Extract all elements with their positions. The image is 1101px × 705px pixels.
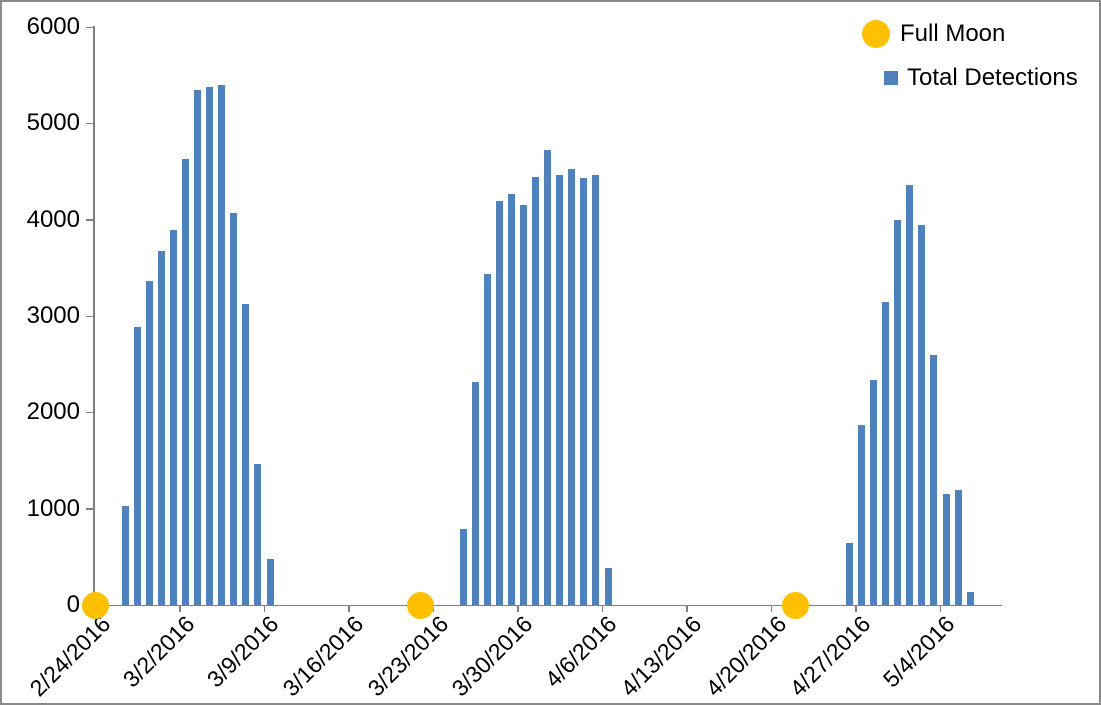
y-tick [86, 411, 93, 414]
detections-bar [242, 304, 250, 605]
x-tick-label: 3/30/2016 [446, 610, 538, 702]
legend-label-full-moon: Full Moon [900, 19, 1006, 47]
detections-bar [483, 273, 491, 605]
detections-bar [471, 381, 479, 605]
x-tick-label: 3/16/2016 [277, 610, 369, 702]
detections-bar [568, 168, 576, 605]
x-tick-label: 2/24/2016 [24, 610, 115, 702]
detections-bar [858, 424, 865, 605]
x-tick-label: 4/27/2016 [784, 610, 876, 702]
x-tick [939, 605, 941, 612]
total-detections-icon [884, 71, 898, 85]
x-tick [855, 605, 857, 612]
detections-bar [145, 281, 153, 605]
x-tick-label: 4/13/2016 [615, 610, 707, 702]
x-tick [348, 605, 350, 612]
legend-item-full-moon: Full Moon [862, 14, 1078, 54]
y-tick [86, 219, 93, 221]
detections-bar [894, 219, 902, 605]
y-tick-label: 2000 [26, 398, 80, 426]
detections-bar [556, 175, 564, 605]
detections-bar [966, 592, 974, 605]
detections-bar [507, 193, 515, 605]
y-tick [86, 315, 93, 317]
detections-bar [121, 505, 129, 605]
detections-bar [882, 301, 890, 605]
full-moon-marker [407, 591, 435, 619]
detections-bar [459, 528, 467, 605]
x-tick-label: 3/23/2016 [362, 610, 453, 702]
y-tick [86, 508, 93, 510]
detections-bar [230, 212, 238, 605]
detections-bar [254, 464, 262, 605]
x-tick-label: 3/9/2016 [202, 610, 284, 693]
x-tick-label: 4/6/2016 [540, 610, 622, 693]
y-tick-label: 1000 [26, 494, 80, 522]
y-tick-label: 3000 [26, 302, 80, 329]
legend-label-total-detections: Total Detections [907, 63, 1078, 91]
detections-bar [592, 175, 600, 605]
full-moon-marker [781, 591, 809, 619]
detections-bar [157, 251, 165, 605]
x-tick-label: 5/4/2016 [878, 610, 960, 693]
y-tick-label: 4000 [26, 205, 80, 233]
detections-bar [544, 150, 552, 605]
detections-bar [520, 205, 527, 605]
x-tick [770, 605, 772, 612]
y-axis-line [93, 26, 95, 605]
y-tick-label: 0 [66, 591, 80, 618]
x-tick [686, 605, 688, 612]
detections-bar [930, 354, 938, 605]
detections-bar [218, 84, 226, 605]
detections-bar [182, 158, 189, 605]
y-tick-label: 6000 [26, 13, 80, 40]
x-axis-line [92, 604, 1002, 606]
detections-bar [918, 225, 926, 605]
detections-bar [845, 543, 853, 605]
y-tick [86, 122, 93, 125]
x-tick [517, 605, 519, 612]
detections-bar [906, 184, 914, 605]
x-tick [179, 605, 181, 612]
x-tick [601, 605, 603, 612]
x-tick-label: 4/20/2016 [700, 610, 791, 702]
full-moon-marker [81, 591, 109, 619]
y-tick-label: 5000 [26, 109, 80, 137]
full-moon-icon [862, 20, 890, 48]
detections-bar [870, 379, 878, 605]
detections-bar [580, 178, 588, 605]
detections-bar [532, 177, 540, 605]
detections-bar [954, 490, 962, 605]
legend: Full Moon Total Detections [862, 14, 1078, 102]
detections-bar [169, 230, 177, 605]
x-tick [263, 605, 265, 612]
legend-item-total-detections: Total Detections [862, 54, 1078, 102]
detections-bar [194, 89, 202, 605]
detections-bar [942, 494, 950, 605]
detections-bar [206, 86, 214, 605]
detections-bar [133, 326, 141, 605]
detections-bar [266, 558, 274, 605]
y-tick [86, 26, 93, 28]
x-tick-label: 3/2/2016 [117, 610, 200, 693]
detections-bar [604, 568, 612, 605]
detections-bar [495, 201, 503, 605]
